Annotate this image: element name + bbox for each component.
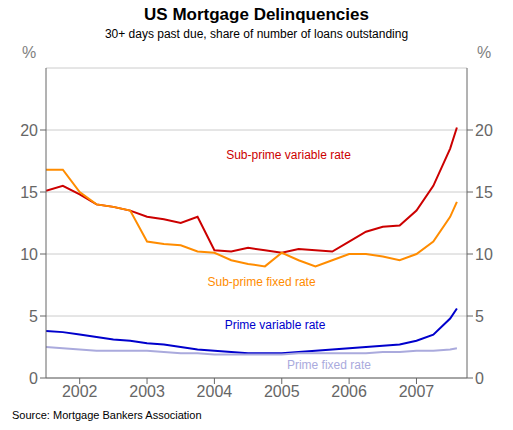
svg-text:20: 20 <box>475 122 493 139</box>
svg-text:%: % <box>22 44 36 61</box>
svg-text:10: 10 <box>475 246 493 263</box>
svg-text:2002: 2002 <box>62 383 98 400</box>
svg-text:Prime variable rate: Prime variable rate <box>225 318 326 332</box>
svg-text:0: 0 <box>475 370 484 387</box>
svg-text:10: 10 <box>20 246 38 263</box>
html-text:Source: Mortgage Bankers Assoc: Source: Mortgage Bankers Association <box>12 409 202 421</box>
svg-text:%: % <box>477 44 491 61</box>
svg-text:2005: 2005 <box>264 383 300 400</box>
svg-text:2003: 2003 <box>129 383 165 400</box>
svg-text:5: 5 <box>29 308 38 325</box>
svg-text:2006: 2006 <box>331 383 367 400</box>
svg-text:5: 5 <box>475 308 484 325</box>
svg-text:20: 20 <box>20 122 38 139</box>
svg-text:0: 0 <box>29 370 38 387</box>
svg-text:15: 15 <box>20 184 38 201</box>
svg-text:2004: 2004 <box>197 383 233 400</box>
svg-text:15: 15 <box>475 184 493 201</box>
svg-text:Sub-prime fixed rate: Sub-prime fixed rate <box>208 275 316 289</box>
html-text:US Mortgage Delinquencies: US Mortgage Delinquencies <box>144 5 369 24</box>
svg-text:2007: 2007 <box>399 383 435 400</box>
svg-text:Prime fixed rate: Prime fixed rate <box>287 358 371 372</box>
html-text:30+ days past due, share of nu: 30+ days past due, share of number of lo… <box>104 27 409 41</box>
svg-text:Sub-prime variable rate: Sub-prime variable rate <box>226 148 351 162</box>
